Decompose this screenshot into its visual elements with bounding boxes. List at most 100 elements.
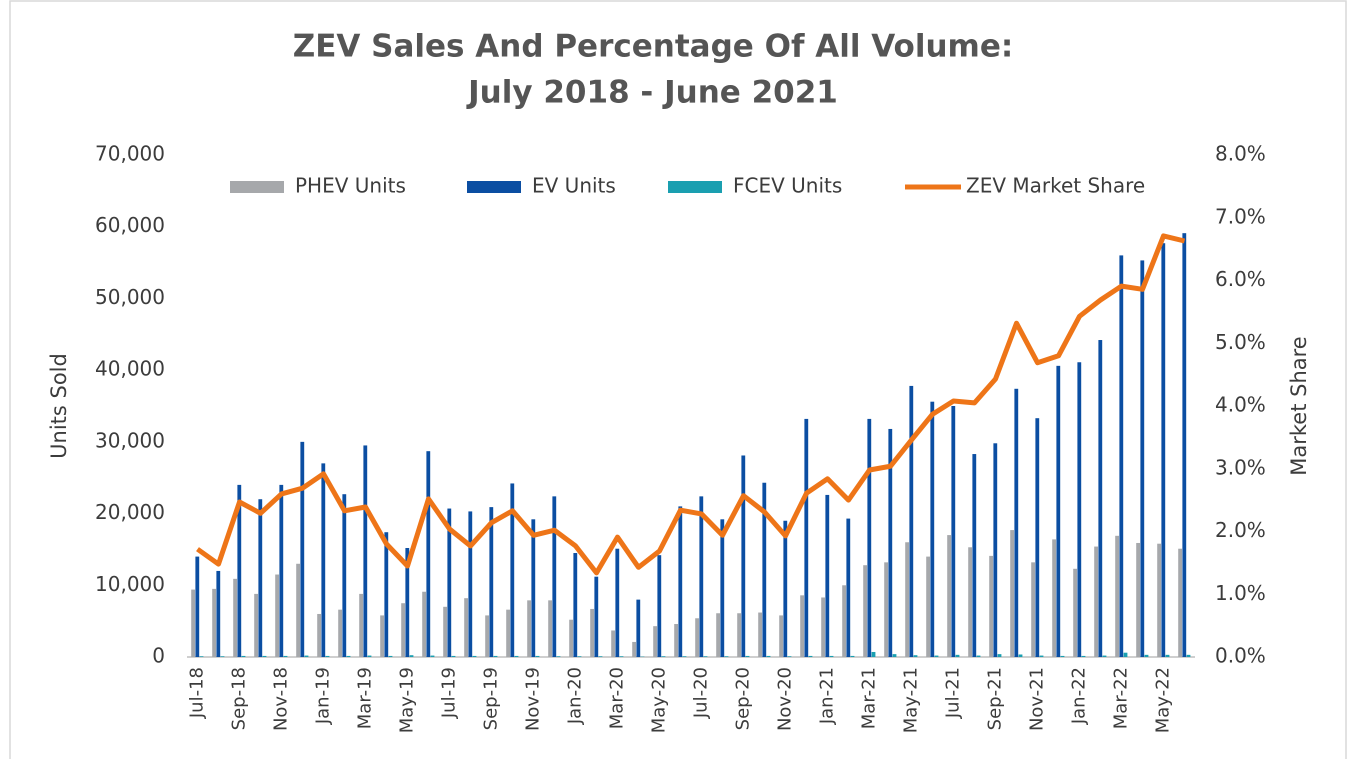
bar — [569, 620, 573, 657]
bar — [552, 496, 556, 657]
bar — [389, 656, 393, 657]
bar — [1124, 653, 1128, 657]
bar — [968, 547, 972, 657]
x-tick-label: Nov-18 — [271, 667, 292, 731]
bar — [741, 455, 745, 657]
x-tick-label: Jul-20 — [691, 667, 712, 719]
bar — [1136, 543, 1140, 657]
bar — [594, 577, 598, 657]
x-tick-label: Mar-21 — [859, 667, 880, 729]
bar — [1157, 544, 1161, 657]
bar — [804, 419, 808, 657]
bar — [615, 549, 619, 657]
bar — [347, 656, 351, 657]
bar — [998, 654, 1002, 657]
bar — [233, 579, 237, 657]
legend-label: EV Units — [532, 174, 616, 198]
bar — [300, 442, 304, 657]
y2-tick-label: 1.0% — [1215, 581, 1266, 605]
y2-tick-label: 6.0% — [1215, 267, 1266, 291]
bar — [758, 613, 762, 657]
x-tick-label: Jan-21 — [817, 667, 838, 725]
bar — [338, 610, 342, 657]
bar — [893, 654, 897, 657]
bar — [485, 615, 489, 657]
bar — [725, 656, 729, 657]
bar — [926, 557, 930, 657]
x-tick-label: May-19 — [397, 667, 418, 733]
y-tick-label: 40,000 — [95, 357, 165, 381]
y2-tick-label: 8.0% — [1215, 142, 1266, 166]
bar — [821, 597, 825, 657]
bar — [1077, 362, 1081, 657]
bar — [363, 445, 367, 657]
bar — [321, 463, 325, 657]
bar — [401, 603, 405, 657]
x-tick-label: Jan-19 — [313, 667, 334, 725]
bar — [1182, 233, 1186, 657]
bar — [426, 451, 430, 657]
bar — [531, 519, 535, 657]
x-tick-label: Sep-21 — [985, 667, 1006, 730]
bar — [674, 624, 678, 657]
x-tick-label: Nov-21 — [1027, 667, 1048, 731]
bar — [242, 656, 246, 657]
bar — [191, 590, 195, 657]
bar — [830, 656, 834, 657]
bar — [216, 571, 220, 657]
bar — [212, 589, 216, 657]
x-tick-label: Sep-20 — [733, 667, 754, 730]
y2-tick-label: 3.0% — [1215, 455, 1266, 479]
x-tick-label: Jan-20 — [565, 667, 586, 725]
bar — [431, 656, 435, 657]
y-tick-label: 30,000 — [95, 428, 165, 452]
bar — [1103, 656, 1107, 657]
bar — [305, 656, 309, 657]
x-tick-label: Sep-19 — [481, 667, 502, 730]
bar — [359, 594, 363, 657]
bar — [657, 555, 661, 657]
bar — [1187, 655, 1191, 657]
x-tick-label: May-20 — [649, 667, 670, 733]
bar — [1140, 260, 1144, 657]
bar — [809, 656, 813, 657]
bar — [636, 600, 640, 657]
bar — [842, 585, 846, 657]
bar — [935, 656, 939, 657]
bar — [767, 656, 771, 657]
bar — [1056, 366, 1060, 657]
x-tick-label: Jul-18 — [187, 667, 208, 719]
bar — [279, 485, 283, 657]
bar — [200, 656, 204, 657]
bar — [1161, 243, 1165, 657]
bar — [1119, 255, 1123, 657]
bar — [1145, 655, 1149, 657]
bar — [263, 656, 267, 657]
bar — [1098, 340, 1102, 657]
bar — [342, 494, 346, 657]
bar — [195, 557, 199, 657]
bar — [1178, 549, 1182, 657]
bar — [557, 656, 561, 657]
bar — [846, 519, 850, 657]
x-tick-label: May-22 — [1153, 667, 1174, 733]
bar — [611, 630, 615, 657]
bar — [258, 499, 262, 657]
bar — [884, 562, 888, 657]
bar — [914, 655, 918, 657]
x-tick-label: Mar-20 — [607, 667, 628, 729]
bar — [1094, 547, 1098, 657]
y2-tick-label: 5.0% — [1215, 330, 1266, 354]
bar — [699, 496, 703, 657]
x-tick-label: Nov-20 — [775, 667, 796, 731]
bar — [284, 656, 288, 657]
y2-tick-label: 7.0% — [1215, 204, 1266, 228]
y2-tick-label: 0.0% — [1215, 644, 1266, 668]
bar — [1052, 539, 1056, 657]
bar — [275, 575, 279, 657]
bar — [905, 542, 909, 657]
bar — [977, 656, 981, 657]
y-axis-title: Units Sold — [47, 353, 71, 459]
bar — [783, 521, 787, 657]
